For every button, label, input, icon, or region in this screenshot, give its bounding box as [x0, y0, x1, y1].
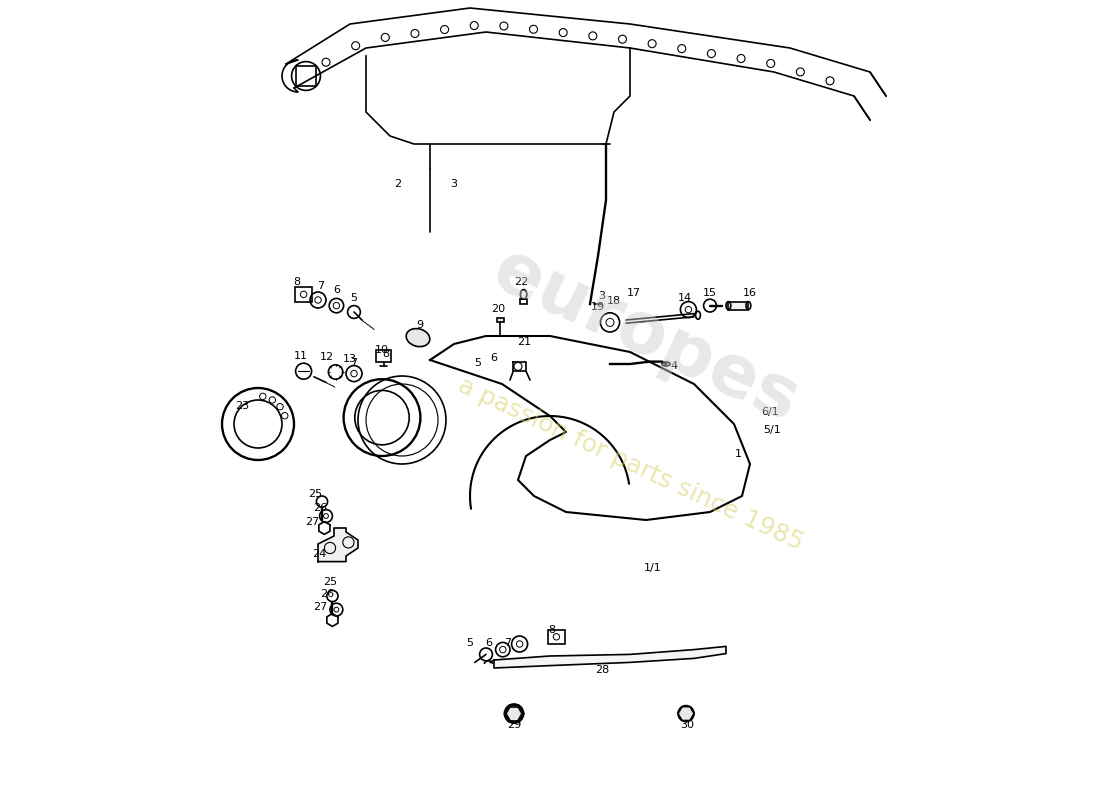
- Text: 18: 18: [607, 296, 621, 306]
- Text: a passion for parts since 1985: a passion for parts since 1985: [453, 373, 806, 555]
- Text: 15: 15: [703, 288, 717, 298]
- Text: 26: 26: [314, 503, 328, 513]
- Text: 26: 26: [320, 589, 334, 598]
- Text: 12: 12: [320, 352, 334, 362]
- Text: 8: 8: [548, 626, 556, 635]
- Text: 20: 20: [491, 304, 505, 314]
- Text: 14: 14: [678, 293, 692, 302]
- Polygon shape: [318, 528, 358, 562]
- Text: 3: 3: [598, 291, 605, 301]
- Text: 3: 3: [451, 179, 458, 189]
- Text: 2: 2: [395, 179, 402, 189]
- Text: 8: 8: [383, 349, 389, 358]
- Text: 17: 17: [627, 288, 641, 298]
- Bar: [520, 299, 527, 304]
- Text: 22: 22: [514, 277, 528, 286]
- Text: 19: 19: [591, 302, 605, 312]
- Text: 6: 6: [333, 285, 341, 294]
- Text: 9: 9: [416, 320, 424, 330]
- Circle shape: [505, 704, 524, 723]
- Text: 1/1: 1/1: [644, 563, 661, 573]
- Text: 6: 6: [486, 638, 493, 648]
- Bar: [728, 302, 748, 310]
- Bar: [295, 287, 312, 302]
- Text: 5/1: 5/1: [763, 425, 781, 434]
- Text: 27: 27: [306, 517, 319, 526]
- Polygon shape: [494, 646, 726, 668]
- Text: 30: 30: [681, 720, 694, 730]
- Bar: [296, 66, 316, 86]
- Text: 8: 8: [293, 277, 300, 286]
- Text: 25: 25: [323, 578, 337, 587]
- Text: 24: 24: [312, 549, 327, 558]
- Text: 1: 1: [735, 449, 741, 458]
- Text: 7: 7: [351, 358, 358, 368]
- Text: europes: europes: [482, 235, 810, 437]
- Bar: [376, 350, 390, 362]
- Ellipse shape: [406, 329, 430, 346]
- Bar: [497, 318, 504, 322]
- Text: 5: 5: [474, 358, 482, 368]
- Text: 4: 4: [670, 361, 678, 370]
- Text: 21: 21: [517, 337, 531, 346]
- Circle shape: [678, 706, 694, 722]
- Text: 11: 11: [294, 351, 307, 361]
- Text: 7: 7: [317, 281, 324, 290]
- Text: 10: 10: [375, 346, 389, 355]
- Text: 25: 25: [308, 490, 322, 499]
- Text: 7: 7: [504, 638, 512, 648]
- Text: 23: 23: [235, 402, 249, 411]
- Text: 6: 6: [491, 353, 497, 362]
- Text: 5: 5: [351, 293, 358, 302]
- Text: 27: 27: [314, 602, 328, 612]
- Text: 5: 5: [465, 638, 473, 648]
- Text: 16: 16: [742, 288, 757, 298]
- Text: 13: 13: [343, 354, 358, 364]
- Bar: [548, 630, 565, 644]
- Text: 29: 29: [507, 720, 521, 730]
- Text: 6/1: 6/1: [761, 407, 779, 417]
- Text: 28: 28: [595, 666, 609, 675]
